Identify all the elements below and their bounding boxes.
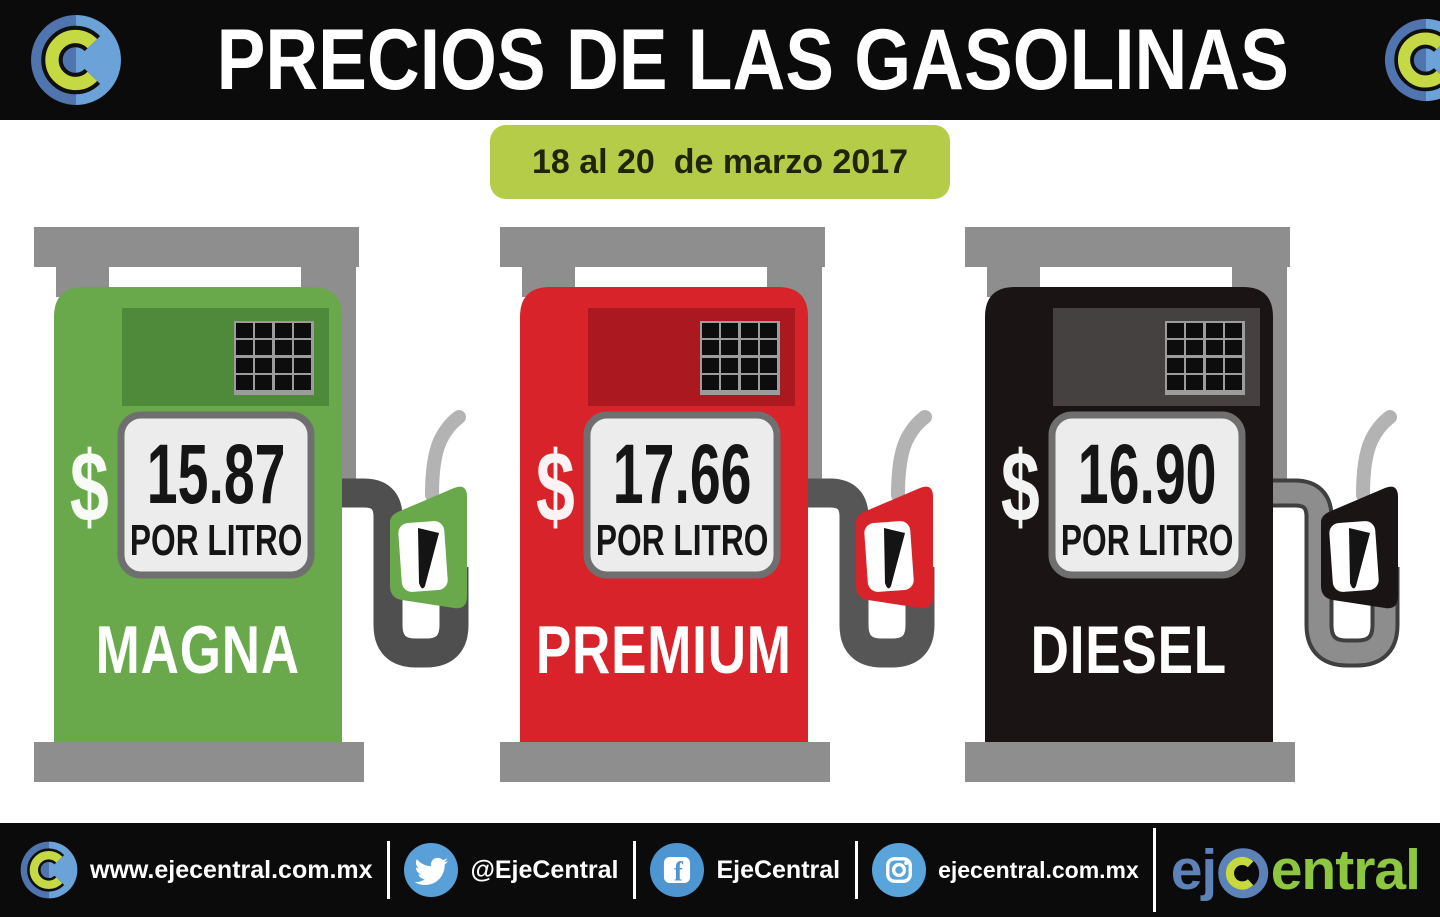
price-unit: POR LITRO xyxy=(595,516,767,565)
nozzle-spout-icon xyxy=(1356,410,1397,502)
price-unit: POR LITRO xyxy=(130,516,302,565)
footer-band: www.ejecentral.com.mx @EjeCentral f EjeC… xyxy=(0,823,1440,917)
price-value: 15.87 xyxy=(147,429,286,522)
pump-keypad-icon xyxy=(1165,321,1245,395)
pump-nozzle-icon xyxy=(1321,486,1398,609)
pump-top-bar xyxy=(499,227,825,267)
footer-divider xyxy=(1153,828,1157,912)
footer-twitter[interactable]: @EjeCentral xyxy=(404,843,619,897)
footer-divider xyxy=(387,841,390,899)
page-title: PRECIOS DE LAS GASOLINAS xyxy=(216,12,1289,108)
facebook-icon: f xyxy=(650,843,705,897)
date-badge: 18 al 20 de marzo 2017 xyxy=(489,125,951,199)
currency-sign: $ xyxy=(1001,432,1040,543)
fuel-label: MAGNA xyxy=(96,612,300,688)
footer-facebook[interactable]: f EjeCentral xyxy=(650,843,840,897)
pump-nozzle-icon xyxy=(855,486,933,609)
pump-magna: $ 15.87 POR LITRO MAGNA xyxy=(34,221,479,801)
price-display xyxy=(117,411,315,579)
date-badge-row: 18 al 20 de marzo 2017 xyxy=(0,125,1440,199)
ejecentral-logo-icon xyxy=(20,841,78,899)
instagram-icon xyxy=(872,843,927,897)
gas-pump-illustration: $ 17.66 POR LITRO PREMIUM xyxy=(499,227,934,782)
nozzle-spout-icon xyxy=(890,410,932,502)
footer-divider xyxy=(854,841,858,899)
ejecentral-logo-icon xyxy=(31,15,121,105)
footer-divider xyxy=(632,841,636,899)
pump-base xyxy=(34,742,364,782)
price-display xyxy=(583,411,780,579)
currency-sign: $ xyxy=(535,432,574,543)
fuel-label: DIESEL xyxy=(1031,612,1227,688)
price-value: 16.90 xyxy=(1078,429,1217,522)
pump-top-bar xyxy=(965,227,1290,267)
wordmark-c-logo-icon xyxy=(1218,848,1269,898)
wordmark-right: entral xyxy=(1270,838,1421,902)
twitter-icon xyxy=(404,843,459,897)
pump-hose xyxy=(797,482,930,664)
header-band: PRECIOS DE LAS GASOLINAS xyxy=(0,0,1440,120)
website-url: www.ejecentral.com.mx xyxy=(90,855,373,884)
instagram-handle: ejecentral.com.mx xyxy=(938,856,1139,883)
ejecentral-wordmark: ej entral xyxy=(1170,837,1421,903)
pump-base xyxy=(965,742,1295,782)
gas-pump-illustration: $ 15.87 POR LITRO MAGNA xyxy=(34,227,469,782)
pump-base xyxy=(499,742,830,782)
pump-keypad-icon xyxy=(234,321,314,395)
facebook-handle: EjeCentral xyxy=(716,855,841,884)
gas-pump-illustration: $ 16.90 POR LITRO DIESEL xyxy=(965,227,1400,782)
nozzle-spout-icon xyxy=(425,410,466,502)
ejecentral-logo-icon xyxy=(1384,18,1440,102)
pump-top-bar xyxy=(34,227,359,267)
pump-premium: $ 17.66 POR LITRO PREMIUM xyxy=(499,221,945,801)
currency-sign: $ xyxy=(70,432,109,543)
pump-hose xyxy=(332,482,465,664)
wordmark-left: ej xyxy=(1170,838,1218,902)
footer-website[interactable]: www.ejecentral.com.mx xyxy=(20,841,373,899)
price-value: 17.66 xyxy=(612,429,751,522)
price-display xyxy=(1048,411,1246,579)
twitter-handle: @EjeCentral xyxy=(470,855,619,884)
footer-instagram[interactable]: ejecentral.com.mx xyxy=(872,843,1139,897)
svg-text:f: f xyxy=(674,856,684,886)
pump-hose xyxy=(1263,482,1396,664)
pump-keypad-icon xyxy=(699,321,780,395)
pump-nozzle-icon xyxy=(390,486,467,609)
pump-diesel: $ 16.90 POR LITRO DIESEL xyxy=(965,221,1410,801)
pumps-row: $ 15.87 POR LITRO MAGNA xyxy=(0,221,1440,801)
price-unit: POR LITRO xyxy=(1061,516,1233,565)
fuel-label: PREMIUM xyxy=(535,612,791,688)
